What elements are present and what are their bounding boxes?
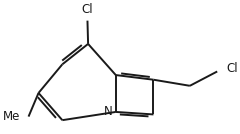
Text: Me: Me <box>2 110 20 123</box>
Text: Cl: Cl <box>82 3 93 16</box>
Text: N: N <box>104 105 113 118</box>
Text: Cl: Cl <box>226 62 238 75</box>
